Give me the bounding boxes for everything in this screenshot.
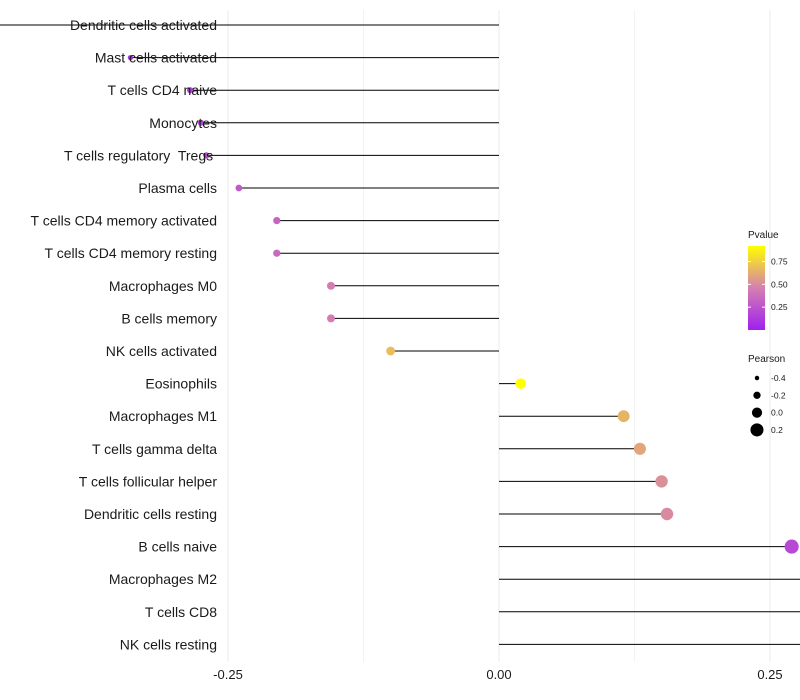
category-label: B cells naive xyxy=(138,539,217,555)
pvalue-legend: Pvalue 0.25 0.50 0.75 xyxy=(748,230,788,330)
lollipop-point xyxy=(326,314,335,323)
pvalue-legend-ticks: 0.25 0.50 0.75 xyxy=(748,257,788,312)
category-label: Macrophages M1 xyxy=(109,408,217,424)
lollipop-point xyxy=(326,281,335,290)
lollipop-point xyxy=(203,152,210,159)
category-label: Macrophages M2 xyxy=(109,571,217,587)
lollipop-point xyxy=(633,442,646,455)
lollipop-point xyxy=(784,539,799,554)
pearson-legend: Pearson -0.4 -0.2 0.0 0.2 xyxy=(748,354,786,437)
category-label: T cells gamma delta xyxy=(92,441,217,457)
lollipop-point xyxy=(273,216,281,225)
category-label: T cells CD4 memory resting xyxy=(45,245,217,261)
lollipop-point xyxy=(617,410,630,423)
x-axis-ticks: -0.50-0.250.000.25 xyxy=(213,667,782,682)
pearson-legend-label: -0.4 xyxy=(771,373,786,383)
pearson-legend-dot xyxy=(751,407,763,418)
category-label: Macrophages M0 xyxy=(109,278,217,294)
lollipop-point xyxy=(187,87,194,94)
pearson-legend-label: -0.2 xyxy=(771,390,786,400)
category-label: Eosinophils xyxy=(145,376,217,392)
category-label: B cells memory xyxy=(121,310,217,326)
point-layer xyxy=(127,54,799,554)
category-label: Dendritic cells resting xyxy=(84,506,217,522)
pearson-legend-label: 0.0 xyxy=(771,408,783,418)
pearson-legend-entries: -0.4 -0.2 0.0 0.2 xyxy=(750,373,786,437)
pearson-legend-dot xyxy=(753,391,761,399)
lollipop-point xyxy=(273,249,281,257)
category-label: T cells CD8 xyxy=(145,604,217,620)
pvalue-colorbar xyxy=(748,246,765,330)
category-label: Plasma cells xyxy=(138,180,217,196)
lollipop-point xyxy=(197,119,205,126)
lollipop-point xyxy=(515,378,526,389)
pvalue-legend-title: Pvalue xyxy=(748,230,779,241)
pvalue-tick-label: 0.75 xyxy=(771,257,788,267)
category-label: T cells CD4 naive xyxy=(108,82,218,98)
category-labels: Dendritic cells activated Mast cells acti… xyxy=(31,17,218,652)
x-tick-label: 0.00 xyxy=(486,667,511,682)
pearson-legend-dot xyxy=(754,375,760,381)
lollipop-point xyxy=(235,184,243,192)
lollipop-point xyxy=(660,507,674,521)
category-label: Monocytes xyxy=(149,115,217,131)
pearson-legend-dot xyxy=(750,423,764,437)
category-label: Mast cells activated xyxy=(95,50,217,66)
grid-layer xyxy=(227,10,771,662)
category-label: T cells regulatory Tregs xyxy=(64,147,217,163)
category-label: NK cells resting xyxy=(120,636,217,652)
x-tick-label: -0.25 xyxy=(213,667,243,682)
lollipop-point xyxy=(127,54,134,61)
category-label: NK cells activated xyxy=(106,343,217,359)
pearson-legend-label: 0.2 xyxy=(771,425,783,435)
x-tick-label: 0.25 xyxy=(757,667,782,682)
pvalue-tick-label: 0.50 xyxy=(771,279,788,289)
category-label: T cells follicular helper xyxy=(79,473,218,489)
lollipop-point xyxy=(386,346,395,356)
category-label: Dendritic cells activated xyxy=(70,17,217,33)
lollipop-point xyxy=(655,475,668,488)
pearson-legend-title: Pearson xyxy=(748,354,785,365)
pvalue-tick-label: 0.25 xyxy=(771,302,788,312)
stem-layer xyxy=(0,24,800,645)
category-label: T cells CD4 memory activated xyxy=(31,213,217,229)
